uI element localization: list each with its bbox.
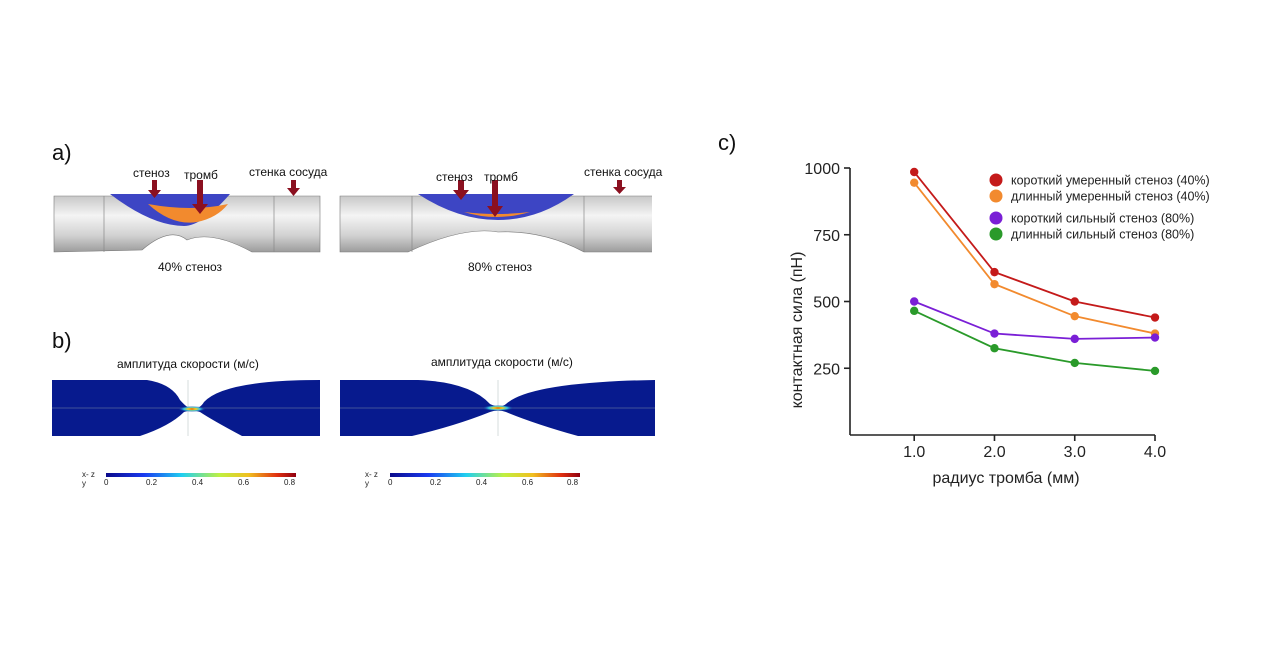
vessel-80 (339, 180, 652, 253)
thrombus-region-80 (464, 212, 530, 217)
thrombus-arrow-80 (487, 206, 503, 217)
thrombus-arrow-40 (192, 204, 208, 214)
stenosis-arrow-40 (148, 190, 161, 198)
data-point (1150, 366, 1160, 376)
y-tick-label: 500 (813, 295, 840, 312)
series-line-0 (913, 171, 1156, 319)
colorbar-right-tick-2: 0.4 (476, 478, 488, 487)
caption-40: 40% стеноз (158, 260, 223, 274)
colorbar-left-tick-0: 0 (104, 478, 109, 487)
data-point (990, 329, 999, 338)
label-stenosis-40: стеноз (133, 166, 170, 180)
panel-a-figure (53, 180, 652, 253)
label-wall-80: стенка сосуда (584, 165, 663, 179)
legend-marker-3 (989, 227, 1003, 241)
panel-c-label: c) (718, 130, 737, 155)
label-stenosis-80: стеноз (436, 170, 473, 184)
colorbar-left-tick-1: 0.2 (146, 478, 158, 487)
wall-arrow-80 (613, 187, 626, 194)
data-point (910, 178, 919, 187)
colorbar-left (106, 473, 296, 477)
data-point (1070, 358, 1079, 368)
data-point (910, 297, 919, 306)
colorbar-right-tick-4: 0.8 (567, 478, 579, 487)
colorbars (106, 473, 580, 477)
velocity-field-80 (340, 380, 655, 436)
colorbar-left-tick-2: 0.4 (192, 478, 204, 487)
legend-marker-0 (989, 173, 1003, 187)
data-point (990, 279, 999, 289)
contact-force-chart: 250 500 750 1000 1.0 2.0 3.0 4.0 короткий умере… (789, 161, 1210, 487)
data-point (910, 306, 919, 316)
y-tick-label: 250 (813, 361, 840, 378)
colorbar-right-tick-3: 0.6 (522, 478, 534, 487)
label-wall-40: стенка сосуда (249, 165, 328, 179)
colorbar-left-tick-4: 0.8 (284, 478, 296, 487)
y-tick-label: 750 (813, 228, 840, 245)
axes-triad-y-right: y (365, 479, 369, 488)
vessel-40 (53, 180, 321, 253)
axes-triad-label-right: x- z (365, 470, 378, 479)
x-tick-label: 2.0 (983, 444, 1005, 461)
data-point (1070, 334, 1079, 344)
data-point (910, 167, 919, 177)
x-axis-label: радиус тромба (мм) (932, 470, 1079, 487)
legend-entry-1: длинный умеренный стеноз (40%) (1011, 190, 1210, 204)
legend-entry-0: короткий умеренный стеноз (40%) (1011, 174, 1210, 188)
chart-series (910, 167, 1160, 376)
series-line-1 (913, 182, 1156, 335)
x-tick-label: 4.0 (1144, 444, 1166, 461)
series-line-3 (913, 310, 1156, 372)
thrombus-region-40 (148, 204, 228, 223)
label-thrombus-40: тромб (184, 168, 218, 182)
panel-a-label: a) (52, 140, 72, 165)
velocity-title-right: амплитуда скорости (м/с) (431, 355, 573, 369)
y-tick-label: 1000 (804, 161, 840, 178)
panel-b-figure (52, 380, 655, 436)
chart-axes: 250 500 750 1000 1.0 2.0 3.0 4.0 (804, 161, 1166, 461)
wall-arrow-40 (287, 188, 300, 196)
colorbar-right (390, 473, 580, 477)
series-line-2 (913, 300, 1156, 340)
data-point (990, 267, 999, 277)
data-point (1070, 297, 1079, 306)
y-axis-label: контактная сила (пН) (789, 252, 806, 409)
legend-entry-3: длинный сильный стеноз (80%) (1011, 228, 1194, 242)
axes-triad-label-left: x- z (82, 470, 95, 479)
stenosis-arrow-80 (453, 190, 469, 200)
colorbar-right-tick-1: 0.2 (430, 478, 442, 487)
legend-marker-1 (989, 189, 1003, 203)
data-point (1150, 333, 1160, 342)
panel-b-label: b) (52, 328, 72, 353)
velocity-field-40 (52, 380, 320, 436)
chart-legend: короткий умеренный стеноз (40%) длинный у… (989, 173, 1210, 242)
axes-triad-y-left: y (82, 479, 86, 488)
colorbar-right-tick-0: 0 (388, 478, 393, 487)
legend-entry-2: короткий сильный стеноз (80%) (1011, 212, 1194, 226)
data-point (1070, 311, 1079, 321)
data-point (990, 344, 999, 353)
velocity-title-left: амплитуда скорости (м/с) (117, 357, 259, 371)
colorbar-left-tick-3: 0.6 (238, 478, 250, 487)
legend-marker-2 (989, 211, 1003, 225)
label-thrombus-80: тромб (484, 170, 518, 184)
caption-80: 80% стеноз (468, 260, 533, 274)
data-point (1150, 313, 1160, 322)
x-tick-label: 3.0 (1064, 444, 1086, 461)
x-tick-label: 1.0 (903, 444, 925, 461)
